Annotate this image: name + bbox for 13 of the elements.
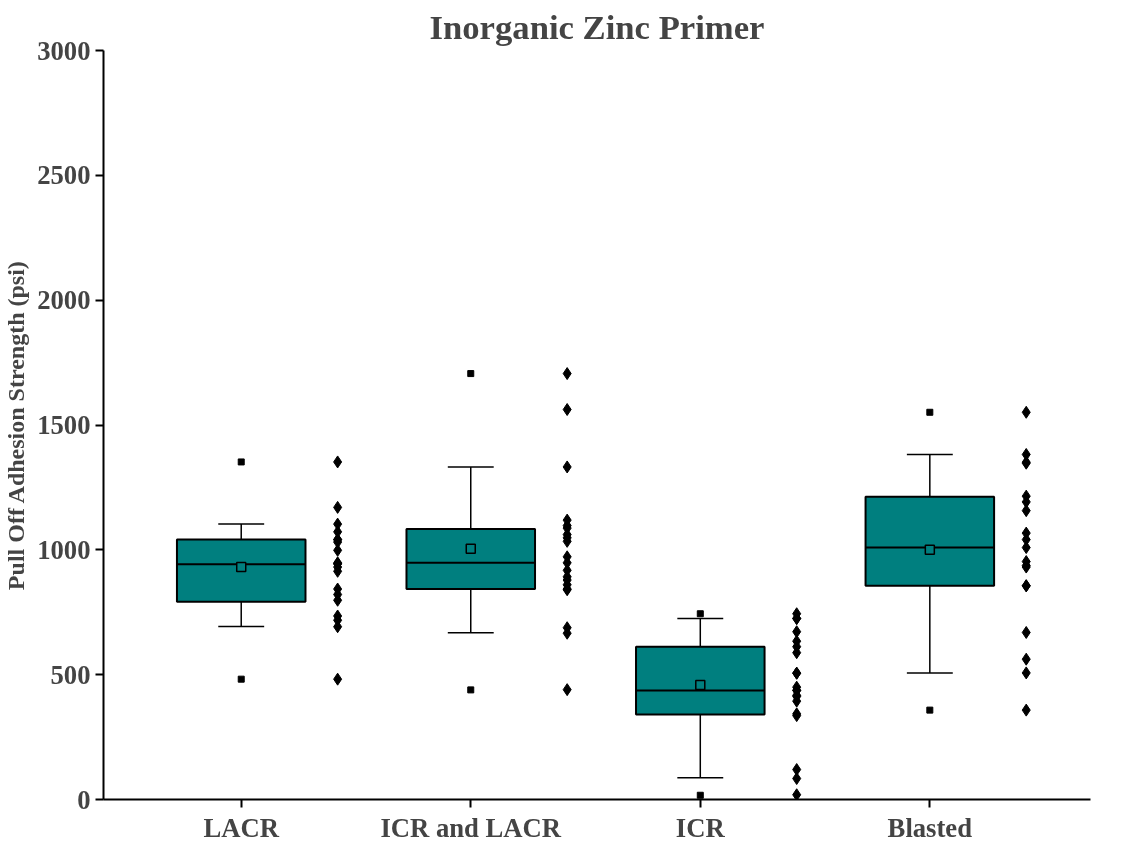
y-tick-label: 0 [77, 784, 91, 815]
x-tick-label: LACR [203, 812, 280, 843]
chart-title: Inorganic Zinc Primer [429, 7, 765, 46]
y-tick-label: 500 [50, 659, 91, 690]
x-tick-label: ICR [675, 812, 726, 843]
y-axis-title: Pull Off Adhesion Strength (psi) [3, 261, 30, 591]
y-tick-label: 1500 [37, 410, 91, 440]
y-tick-label: 2500 [37, 160, 91, 191]
y-tick-label: 3000 [37, 35, 91, 66]
y-tick-label: 2000 [37, 285, 91, 316]
y-tick-label: 1000 [37, 534, 91, 565]
x-tick-label: ICR and LACR [380, 812, 562, 843]
x-tick-label: Blasted [887, 812, 973, 843]
